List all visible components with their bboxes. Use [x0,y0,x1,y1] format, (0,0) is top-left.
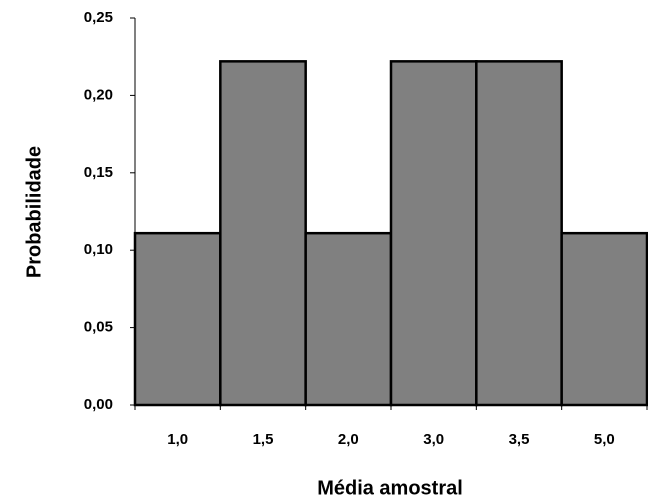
bar [560,231,648,407]
x-axis-title: Média amostral [317,477,463,499]
x-tick-label: 1,5 [253,431,274,448]
y-tick-label: 0,20 [84,86,113,103]
bar [304,231,393,407]
x-tick-label: 2,0 [338,431,359,448]
x-tick-label: 3,0 [423,431,444,448]
y-tick-label: 0,25 [84,9,113,26]
x-tick-label: 5,0 [594,431,615,448]
x-tick-label: 3,5 [509,431,530,448]
y-tick-label: 0,05 [84,319,113,336]
y-axis-title: Probabilidade [23,146,45,278]
bar [219,60,307,407]
x-tick-label: 1,0 [167,431,188,448]
y-tick-label: 0,10 [84,241,113,258]
bar [475,60,563,407]
bar [389,60,478,407]
y-tick-label: 0,15 [84,164,113,181]
y-tick-label: 0,00 [84,396,113,413]
bar [133,231,222,407]
